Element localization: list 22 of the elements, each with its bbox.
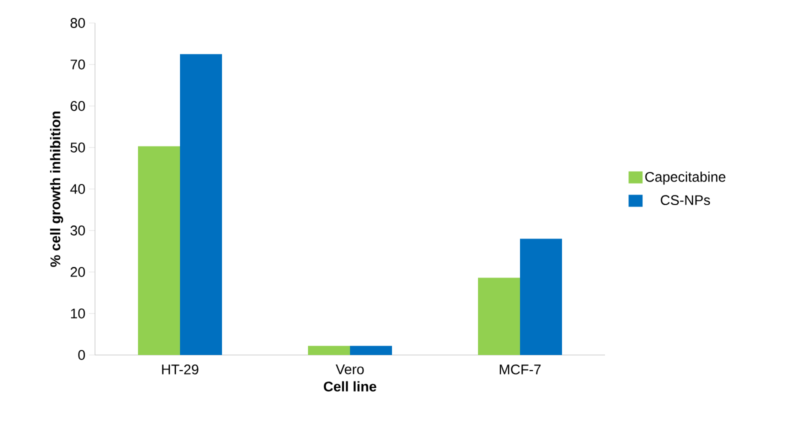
x-tick-label: MCF-7	[500, 364, 541, 374]
legend-label: Capecitabine	[645, 172, 726, 185]
y-tick-label: 20	[70, 267, 85, 277]
y-tick-label: 10	[71, 308, 85, 318]
x-tick-label: HT-29	[162, 364, 198, 374]
y-tick-label: 30	[70, 226, 85, 236]
y-tick-label: 70	[70, 60, 85, 70]
y-tick-label: 40	[70, 184, 85, 194]
y-axis-title: % cell growth inhibition	[50, 112, 64, 267]
bar	[308, 346, 350, 355]
x-axis-title: Cell line	[324, 381, 376, 392]
bar	[478, 278, 520, 355]
y-tick-label: 60	[70, 101, 85, 111]
y-tick-label: 50	[70, 142, 85, 152]
y-tick-label: 0	[78, 350, 85, 360]
x-tick-label: Vero	[336, 364, 364, 374]
bar	[138, 146, 180, 355]
y-tick-label: 80	[70, 18, 85, 28]
bar	[180, 54, 222, 355]
legend-label: CS-NPs	[660, 195, 710, 206]
bar	[520, 238, 562, 355]
bar	[350, 346, 392, 355]
